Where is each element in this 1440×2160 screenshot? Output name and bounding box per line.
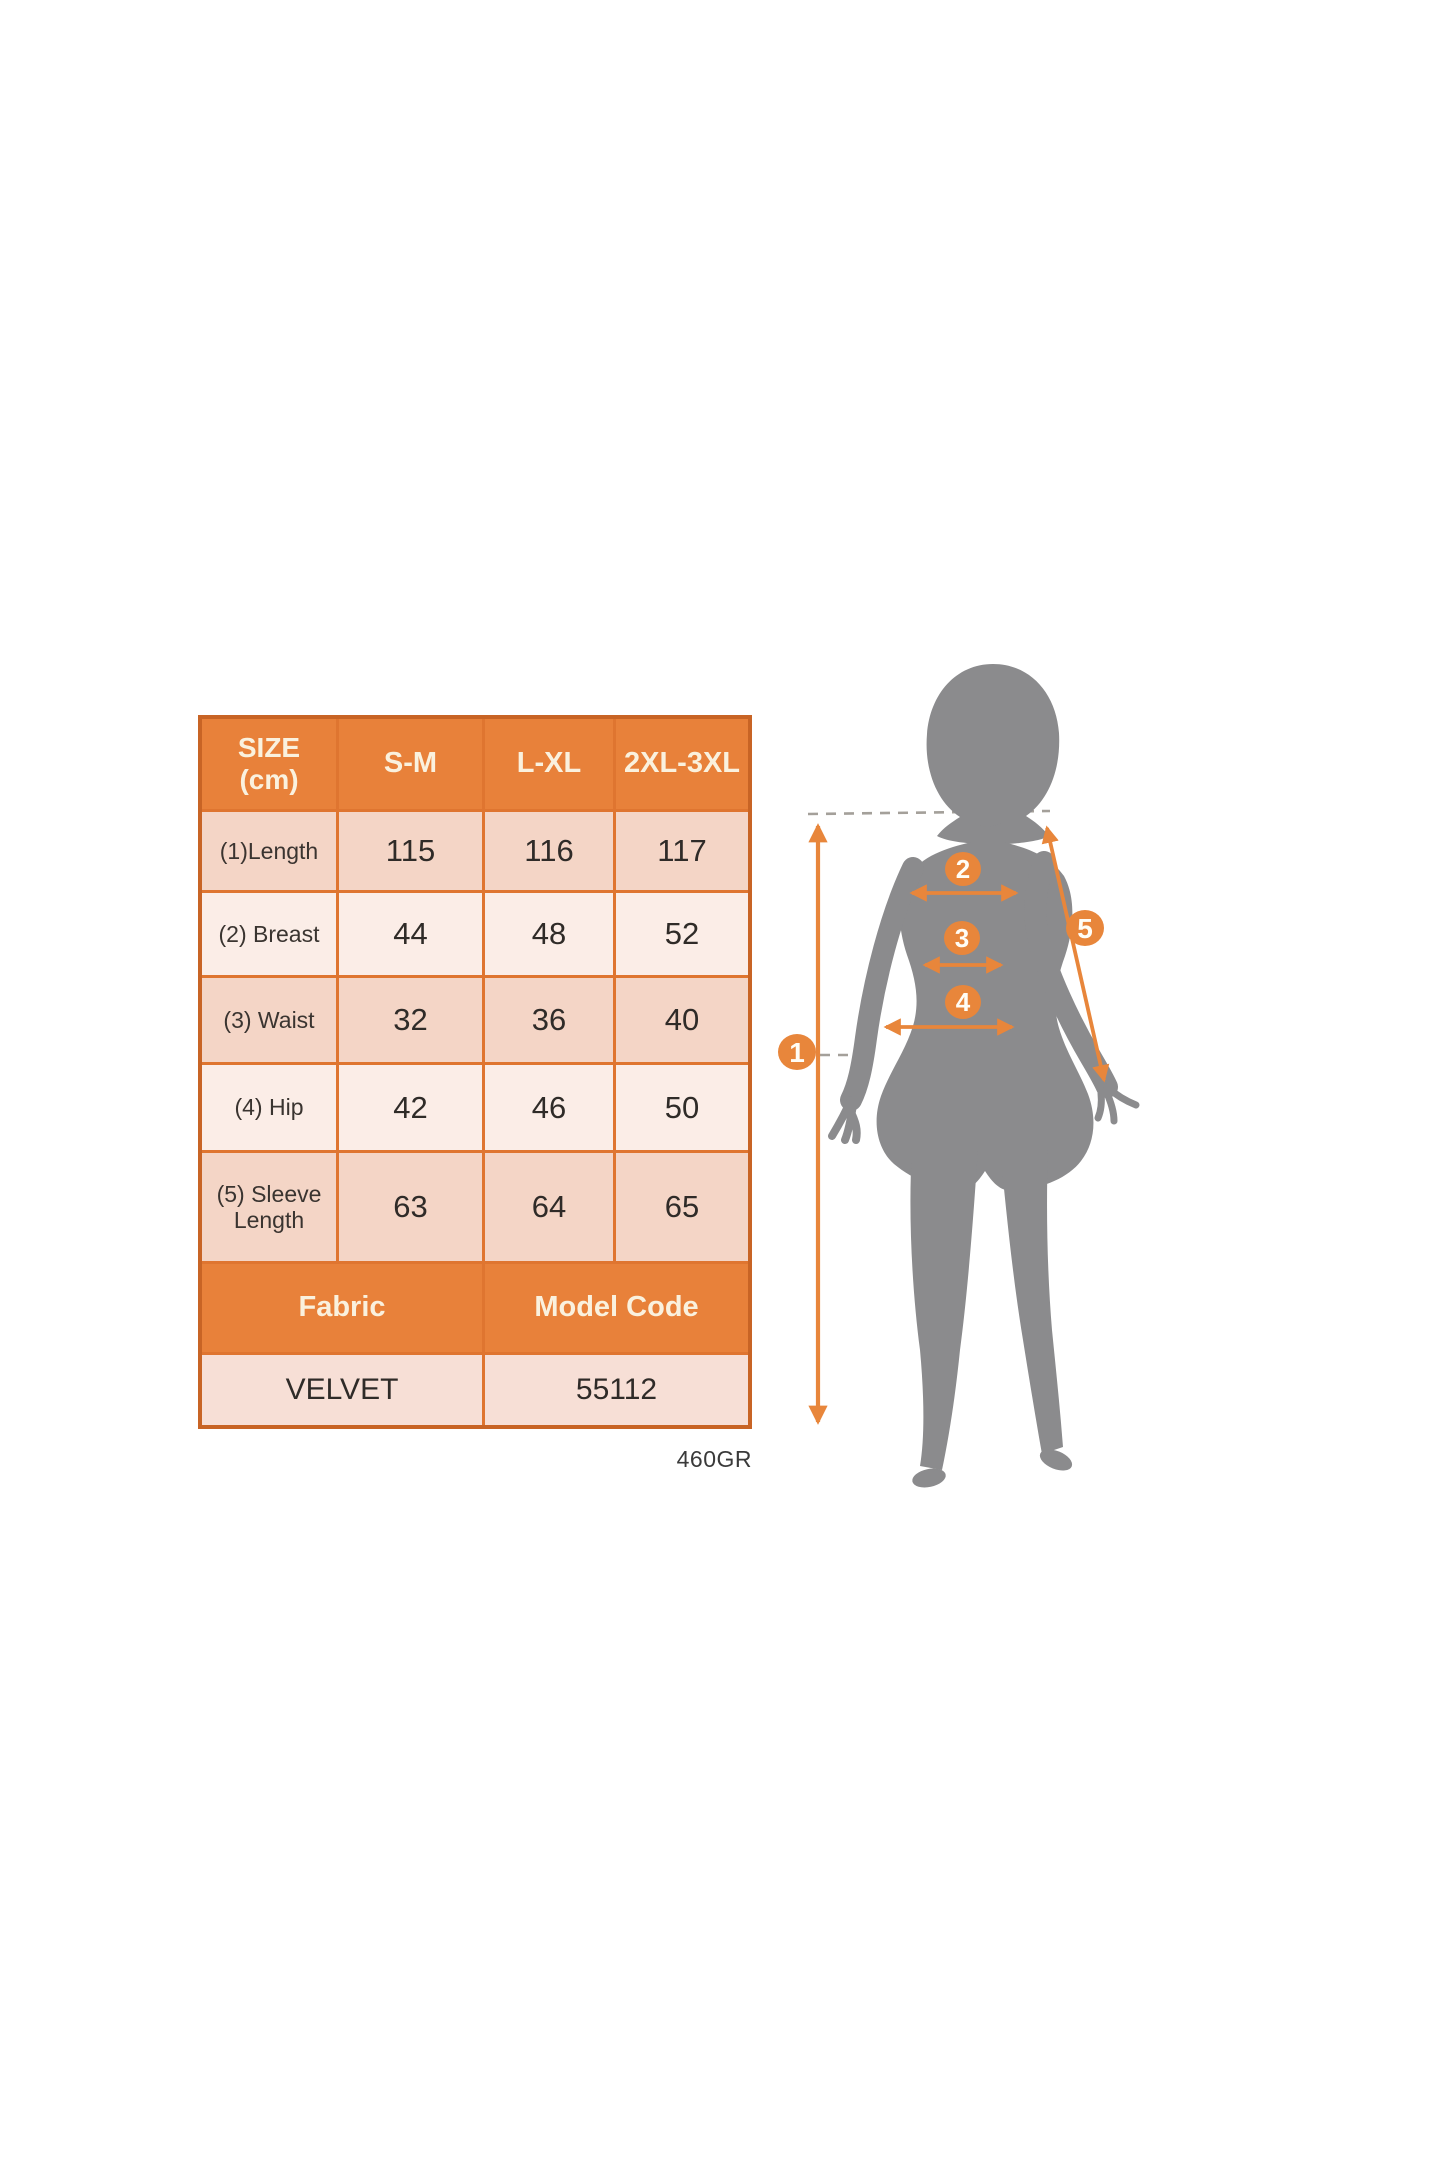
marker-1-circle (778, 1034, 816, 1070)
hip-value-2xl-3xl: 50 (616, 1065, 748, 1150)
weight-note: 460GR (676, 1446, 752, 1472)
row-label-sleeve-length: (5) Sleeve Length (202, 1153, 336, 1261)
measure-arrows (808, 823, 1110, 1425)
length-value-l-xl: 116 (485, 812, 613, 890)
measure-arrow-5 (1041, 825, 1110, 1083)
model-code-value: 55112 (485, 1355, 748, 1425)
hip-value-l-xl: 46 (485, 1065, 613, 1150)
row-label-hip: (4) Hip (202, 1065, 336, 1150)
marker-4-number: 4 (956, 987, 971, 1017)
length-value-2xl-3xl: 117 (616, 812, 748, 890)
fabric-header: Fabric (202, 1264, 482, 1352)
right-hand-shape (1094, 1083, 1140, 1125)
marker-5-circle (1066, 910, 1104, 946)
model-code-header: Model Code (485, 1264, 748, 1352)
sleeve-value-l-xl: 64 (485, 1153, 613, 1261)
waist-value-s-m: 32 (339, 978, 482, 1062)
row-label-length: (1)Length (202, 812, 336, 890)
waist-value-l-xl: 36 (485, 978, 613, 1062)
row-label-breast: (2) Breast (202, 893, 336, 975)
row-label-waist: (3) Waist (202, 978, 336, 1062)
left-hand-shape (828, 1096, 861, 1144)
head-shape (926, 664, 1060, 845)
sleeve-value-s-m: 63 (339, 1153, 482, 1261)
size-chart-table: SIZE (cm) S-M L-XL 2XL-3XL (1)Length 115… (198, 715, 752, 1429)
marker-3-circle (944, 921, 980, 955)
marker-1-number: 1 (789, 1037, 805, 1068)
right-leg-shape (1000, 1148, 1063, 1454)
column-header-s-m: S-M (339, 719, 482, 809)
left-foot-shape (912, 1468, 946, 1488)
figure-svg: 1 2 3 4 5 (778, 664, 1140, 1488)
column-header-l-xl: L-XL (485, 719, 613, 809)
woman-silhouette (876, 664, 1094, 1488)
marker-3-number: 3 (955, 923, 969, 953)
right-foot-shape (1039, 1449, 1073, 1471)
marker-5-number: 5 (1077, 913, 1093, 944)
length-value-s-m: 115 (339, 812, 482, 890)
marker-2-circle (945, 852, 981, 886)
waist-value-2xl-3xl: 40 (616, 978, 748, 1062)
sleeve-value-2xl-3xl: 65 (616, 1153, 748, 1261)
measure-markers: 1 2 3 4 5 (778, 852, 1104, 1070)
measurement-figure: 1 2 3 4 5 (750, 650, 1200, 1500)
marker-4-circle (945, 985, 981, 1019)
hip-value-s-m: 42 (339, 1065, 482, 1150)
breast-value-2xl-3xl: 52 (616, 893, 748, 975)
left-arm-shape (840, 857, 924, 1111)
marker-2-number: 2 (956, 854, 970, 884)
fabric-value: VELVET (202, 1355, 482, 1425)
size-unit-header: SIZE (cm) (202, 719, 336, 809)
column-header-2xl-3xl: 2XL-3XL (616, 719, 748, 809)
breast-value-l-xl: 48 (485, 893, 613, 975)
breast-value-s-m: 44 (339, 893, 482, 975)
left-leg-shape (910, 1148, 978, 1470)
